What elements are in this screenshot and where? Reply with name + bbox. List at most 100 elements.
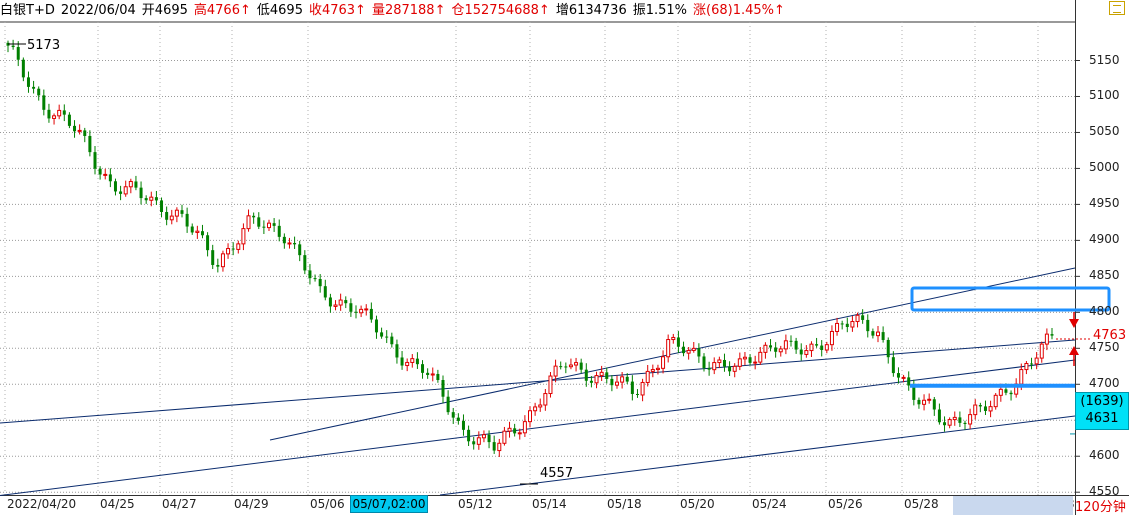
- candle-body: [559, 366, 563, 368]
- candle-body: [630, 381, 634, 394]
- candle-body: [973, 404, 978, 416]
- candle-body: [487, 434, 491, 443]
- candle-body: [769, 345, 773, 348]
- candle-body: [886, 339, 890, 358]
- candle-body: [11, 45, 15, 48]
- candle-body: [67, 114, 71, 126]
- candle-body: [390, 336, 394, 345]
- open-price: 开4695: [141, 3, 188, 18]
- candle-body: [128, 180, 133, 188]
- candle-body: [349, 303, 353, 312]
- y-tick-label: 4900: [1089, 232, 1120, 247]
- candle-body: [861, 315, 865, 320]
- candle-body: [789, 340, 793, 342]
- candle-body: [497, 442, 502, 452]
- y-tick-label: 4600: [1089, 448, 1120, 463]
- candle-body: [174, 209, 179, 217]
- y-tick-label: 4800: [1089, 304, 1120, 319]
- candle-body: [645, 370, 650, 383]
- candle-body: [298, 244, 302, 256]
- candle-body: [287, 242, 292, 245]
- candle-body: [917, 399, 921, 405]
- candle-body: [737, 358, 742, 367]
- candle-body: [671, 336, 676, 341]
- candle-body: [722, 359, 726, 367]
- candle-body: [993, 394, 998, 408]
- candle-body: [267, 222, 271, 229]
- candle-body: [220, 253, 225, 268]
- candle-body: [93, 152, 97, 169]
- candle-body: [185, 213, 189, 227]
- candle-body: [943, 422, 947, 426]
- high-price: 高4766↑: [193, 3, 251, 18]
- period-label[interactable]: 120分钟: [1075, 500, 1126, 515]
- red-up-arrow-head: [1069, 346, 1079, 355]
- candle-body: [481, 434, 486, 439]
- candle-body: [144, 198, 148, 201]
- candle-body: [446, 396, 450, 413]
- candle-body: [441, 380, 445, 397]
- candle-body: [896, 373, 900, 378]
- x-tick-label: 05/12: [458, 497, 493, 511]
- candle-body: [134, 181, 138, 188]
- candle-body: [732, 365, 737, 372]
- candle-body: [62, 110, 66, 115]
- candle-body: [998, 388, 1003, 396]
- candle-body: [538, 404, 543, 408]
- x-tick-label: 05/28: [904, 497, 939, 511]
- candle-body: [712, 362, 717, 371]
- candle-body: [774, 347, 778, 352]
- y-tick-label: 4750: [1089, 340, 1120, 355]
- x-tick-label: 05/06: [310, 497, 345, 511]
- candle-body: [517, 432, 522, 435]
- candle-body: [697, 348, 701, 357]
- resistance-box: [910, 286, 1111, 312]
- x-tick-label: 04/25: [100, 497, 135, 511]
- candle-body: [88, 135, 92, 153]
- candle-body: [410, 358, 415, 363]
- candle-body: [103, 173, 108, 176]
- last-price-label: 4763: [1093, 328, 1127, 343]
- channel-line: [269, 267, 1076, 441]
- candle-body: [436, 373, 440, 381]
- candle-body: [564, 366, 568, 368]
- y-tick-label: 5100: [1089, 88, 1120, 103]
- cursor-value-box: (1639) 4631: [1075, 392, 1129, 430]
- candle-body: [73, 125, 77, 132]
- candle-body: [763, 344, 768, 353]
- candle-body: [513, 428, 517, 434]
- candle-body: [655, 367, 660, 371]
- candle-body: [922, 399, 927, 405]
- x-axis-selection: [953, 496, 1073, 515]
- candle-body: [599, 371, 604, 377]
- candle-body: [206, 235, 210, 251]
- toolbar-box-icon[interactable]: [1109, 1, 1125, 15]
- candle-body: [932, 399, 936, 410]
- cursor-price: 4631: [1085, 411, 1119, 426]
- candle-body: [190, 226, 194, 233]
- candle-body: [476, 437, 481, 445]
- candle-body: [666, 339, 671, 358]
- candle-body: [236, 243, 241, 250]
- candle-body: [742, 356, 747, 360]
- y-tick-label: 5050: [1089, 124, 1120, 139]
- candle-body: [467, 429, 471, 442]
- candle-body: [682, 346, 686, 354]
- candle-body: [640, 381, 645, 396]
- candle-body: [257, 217, 261, 227]
- candle-body: [195, 230, 200, 233]
- candle-body: [799, 349, 803, 355]
- candle-body: [277, 225, 281, 237]
- candle-body: [98, 168, 102, 175]
- candle-body: [374, 319, 378, 333]
- candle-body: [303, 255, 307, 271]
- candle-body: [1030, 363, 1034, 365]
- candle-body: [338, 299, 343, 306]
- candle-body: [123, 186, 128, 195]
- candle-body: [553, 365, 558, 377]
- x-tick-label: 05/26: [828, 497, 863, 511]
- candle-body: [26, 77, 30, 87]
- candle-body: [625, 376, 629, 382]
- amplitude: 振1.51%: [632, 3, 688, 18]
